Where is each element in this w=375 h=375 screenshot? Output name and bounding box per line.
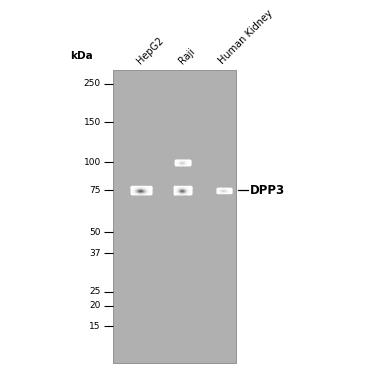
Text: Raji: Raji (177, 46, 197, 66)
Text: 75: 75 (89, 186, 101, 195)
Text: HepG2: HepG2 (135, 36, 166, 66)
Text: 37: 37 (89, 249, 101, 258)
Text: 100: 100 (84, 158, 101, 167)
Text: Human Kidney: Human Kidney (217, 9, 275, 66)
Text: 15: 15 (89, 322, 101, 331)
Text: 250: 250 (84, 80, 101, 88)
Text: DPP3: DPP3 (250, 184, 285, 197)
Text: 25: 25 (89, 287, 101, 296)
Text: 50: 50 (89, 228, 101, 237)
Text: 20: 20 (89, 301, 101, 310)
Text: 150: 150 (84, 118, 101, 127)
Bar (113, 70, 236, 363)
Text: kDa: kDa (70, 51, 93, 61)
